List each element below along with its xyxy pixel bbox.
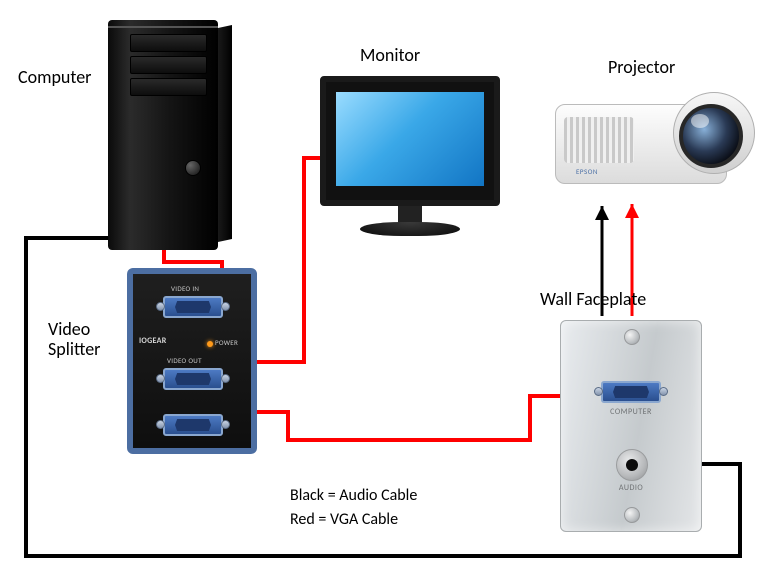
- vga-port-in: [163, 296, 223, 318]
- splitter-brand: IOGEAR: [139, 336, 167, 346]
- vga-cable: [250, 396, 560, 440]
- video-in-label: VIDEO IN: [171, 284, 199, 293]
- projector-brand: EPSON: [576, 167, 598, 176]
- faceplate-vga-label: COMPUTER: [561, 407, 701, 417]
- legend-red: Red = VGA Cable: [290, 510, 398, 529]
- screw-icon: [624, 329, 640, 345]
- legend-black: Black = Audio Cable: [290, 486, 417, 505]
- vga-port-out2: [163, 414, 223, 436]
- faceplate-audio-label: AUDIO: [561, 483, 701, 493]
- computer-label: Computer: [18, 66, 91, 88]
- screw-icon: [624, 507, 640, 523]
- arrow-head-icon: [595, 206, 609, 220]
- arrow-head-icon: [625, 204, 639, 218]
- video-splitter: VIDEO IN IOGEAR POWER VIDEO OUT: [127, 268, 257, 454]
- video-out-label: VIDEO OUT: [167, 356, 202, 365]
- power-led-icon: [207, 341, 213, 347]
- faceplate-audio-port: [616, 449, 648, 481]
- projector: EPSON: [555, 86, 745, 191]
- projector-label: Projector: [608, 56, 675, 78]
- splitter-label: Video Splitter: [48, 320, 100, 360]
- monitor-label: Monitor: [360, 44, 420, 66]
- faceplate-label: Wall Faceplate: [540, 288, 646, 310]
- computer-tower: [108, 20, 218, 250]
- power-label: POWER: [215, 338, 238, 347]
- vga-port-out1: [163, 368, 223, 390]
- wall-faceplate: COMPUTER AUDIO: [560, 320, 702, 532]
- faceplate-vga-port: [601, 381, 661, 403]
- monitor: [320, 76, 500, 246]
